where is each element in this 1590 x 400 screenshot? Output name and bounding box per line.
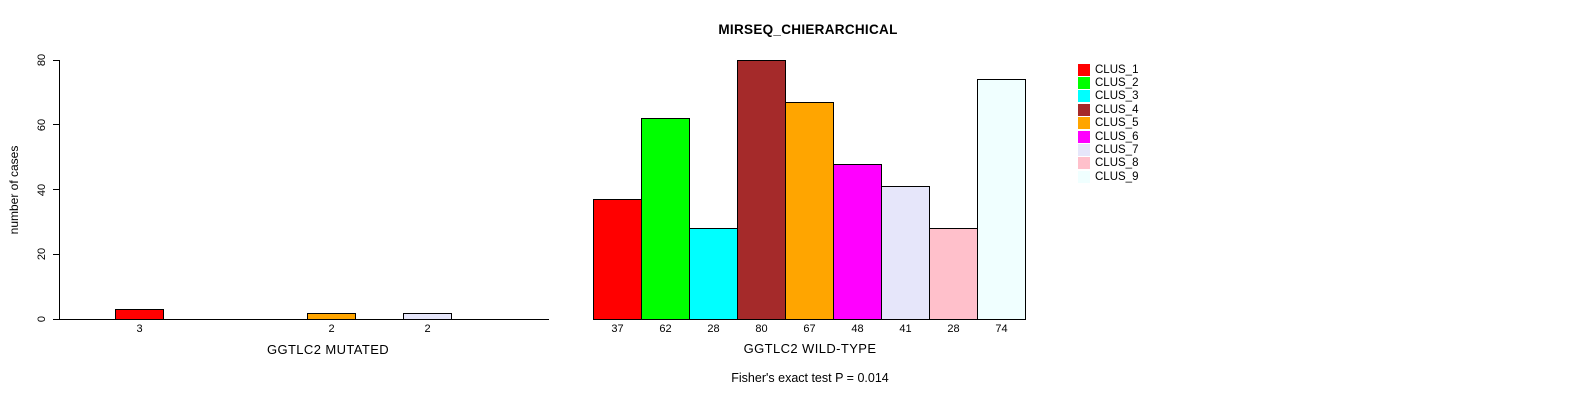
bar-clus_7 xyxy=(881,186,930,320)
bar-value-label: 67 xyxy=(803,323,816,335)
bar-value-label: 3 xyxy=(136,323,143,335)
bar-clus_5 xyxy=(785,102,834,320)
legend-swatch xyxy=(1078,117,1090,130)
bar-value-label: 37 xyxy=(611,323,624,335)
legend-item-clus_1: CLUS_1 xyxy=(1078,63,1138,76)
bar-clus_2 xyxy=(641,118,690,320)
legend-label: CLUS_7 xyxy=(1095,144,1139,157)
bar-clus_6 xyxy=(833,164,882,320)
y-tick-label: 20 xyxy=(36,248,48,261)
bar-clus_7 xyxy=(403,313,452,320)
legend-label: CLUS_1 xyxy=(1095,63,1139,76)
x-axis-line-mutated xyxy=(59,319,549,320)
legend-swatch xyxy=(1078,77,1090,90)
y-tick-mark xyxy=(53,124,59,126)
bar-value-label: 41 xyxy=(899,323,912,335)
bar-clus_1 xyxy=(593,199,642,320)
y-tick-label: 80 xyxy=(36,53,48,67)
y-tick-label: 40 xyxy=(36,183,48,196)
legend-label: CLUS_3 xyxy=(1095,90,1139,103)
legend-item-clus_4: CLUS_4 xyxy=(1078,103,1138,116)
y-tick-mark xyxy=(53,253,59,255)
legend-label: CLUS_2 xyxy=(1095,77,1139,90)
bar-value-label: 74 xyxy=(995,323,1008,335)
bar-value-label: 28 xyxy=(707,323,720,335)
legend-label: CLUS_8 xyxy=(1095,157,1139,170)
legend-item-clus_8: CLUS_8 xyxy=(1078,157,1138,170)
legend-item-clus_7: CLUS_7 xyxy=(1078,143,1139,157)
bar-clus_4 xyxy=(737,60,786,320)
x-axis-label-mutated: GGTLC2 MUTATED xyxy=(266,342,390,357)
legend-swatch xyxy=(1078,103,1090,116)
legend: CLUS_1 CLUS_2 CLUS_3 CLUS_4 CLUS_5 CLUS_6 CLUS… xyxy=(1078,63,1138,184)
y-axis-line xyxy=(59,60,60,320)
y-tick-label: 0 xyxy=(36,315,48,323)
legend-swatch xyxy=(1078,170,1090,183)
bar-value-label: 2 xyxy=(328,323,335,335)
legend-item-clus_9: CLUS_9 xyxy=(1078,170,1138,183)
legend-swatch xyxy=(1078,90,1090,103)
bar-clus_3 xyxy=(689,228,738,320)
bar-value-label: 2 xyxy=(424,323,431,335)
legend-item-clus_6: CLUS_6 xyxy=(1078,130,1138,143)
bar-value-label: 48 xyxy=(851,323,864,335)
chart-title: MIRSEQ_CHIERARCHICAL xyxy=(718,22,898,37)
legend-item-clus_2: CLUS_2 xyxy=(1078,76,1139,90)
y-tick-label: 60 xyxy=(36,118,48,131)
legend-swatch xyxy=(1078,144,1090,157)
bar-value-label: 28 xyxy=(947,323,960,335)
bar-value-label: 62 xyxy=(659,323,672,335)
legend-label: CLUS_4 xyxy=(1095,103,1139,116)
y-axis-label: number of cases xyxy=(7,145,21,235)
legend-swatch xyxy=(1078,63,1090,76)
bar-value-label: 80 xyxy=(755,323,768,335)
y-tick-mark xyxy=(53,189,59,190)
legend-label: CLUS_6 xyxy=(1095,130,1139,143)
legend-label: CLUS_9 xyxy=(1095,170,1139,183)
bar-clus_1 xyxy=(115,309,164,320)
legend-label: CLUS_5 xyxy=(1095,117,1139,130)
x-axis-label-wildtype: GGTLC2 WILD-TYPE xyxy=(743,341,877,356)
y-tick-mark xyxy=(53,59,59,61)
bar-clus_5 xyxy=(307,313,356,320)
legend-item-clus_5: CLUS_5 xyxy=(1078,117,1138,130)
legend-swatch xyxy=(1078,157,1090,170)
y-tick-mark xyxy=(53,318,59,320)
bar-clus_9 xyxy=(977,79,1026,320)
legend-item-clus_3: CLUS_3 xyxy=(1078,90,1138,103)
fisher-test-annotation: Fisher's exact test P = 0.014 xyxy=(731,371,889,385)
legend-swatch xyxy=(1078,130,1090,143)
bar-clus_8 xyxy=(929,228,978,320)
